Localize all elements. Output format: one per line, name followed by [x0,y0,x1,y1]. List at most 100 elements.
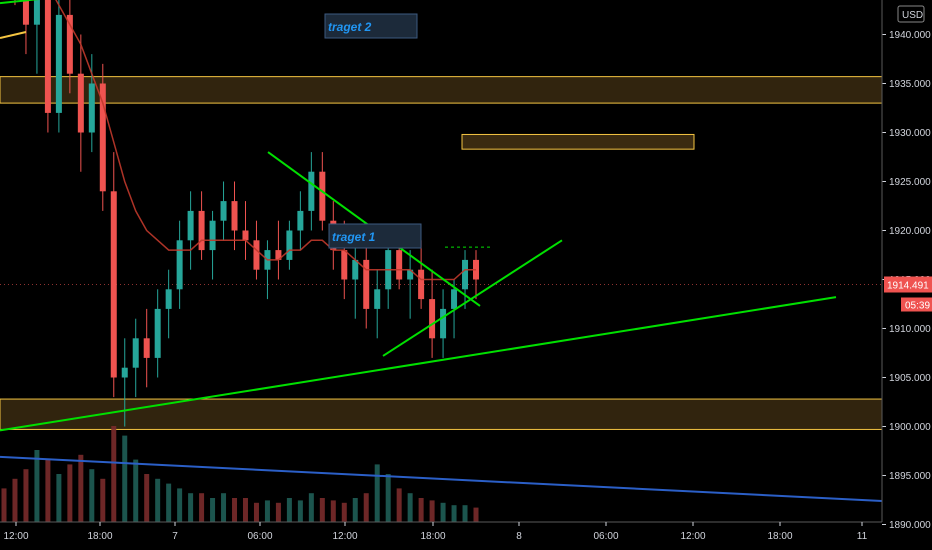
volume-bar [418,498,424,522]
candle-body [231,201,238,231]
candle-body [88,83,95,133]
candle-body [132,338,139,368]
countdown-tag [901,297,932,312]
candle-body [44,0,51,113]
candle-body [308,171,315,211]
volume-bar [122,435,128,522]
volume-bar [396,488,402,522]
candle-body [77,73,84,133]
candle-body [242,230,249,241]
volume-bar [462,505,468,522]
yellow-trendline [0,31,27,39]
supply-zone-1 [0,76,883,104]
volume-bar [133,459,139,522]
x-tick-label: 12:00 [3,531,28,542]
candle-body [319,171,326,221]
x-tick-label: 7 [172,531,178,542]
x-tick-label: 06:00 [247,531,272,542]
candle-body [176,240,183,290]
candle-body [297,210,304,231]
candle-body [209,220,216,251]
candle-body [110,191,117,378]
target-label-2: traget 1 [332,230,376,244]
volume-bar [199,493,205,522]
volume-bar [12,478,18,522]
volume-bar [308,493,314,522]
y-tick-label: 1910.000 [889,324,931,335]
volume-bar [297,500,303,522]
y-tick-label: 1925.000 [889,177,931,188]
volume-bar [352,498,358,522]
volume-bar [363,493,369,522]
candle-body [440,308,447,339]
candle-body [286,230,293,260]
candle-body [352,259,359,280]
trendline-4 [0,296,837,432]
volume-bar [100,478,106,522]
volume-bar [286,498,292,522]
candle-body [66,14,73,74]
volume-bar [144,474,150,522]
price-tag [884,276,932,293]
volume-bar [155,478,161,522]
volume-bar [166,483,172,522]
x-tick-label: 06:00 [593,531,618,542]
candle-body [418,269,425,300]
volume-bar [177,488,183,522]
x-tick-label: 18:00 [87,531,112,542]
price-tag-label: 1914.491 [887,280,929,291]
y-tick-label: 1920.000 [889,226,931,237]
volume-bar [221,493,227,522]
long-moving-average [0,455,883,502]
target-label-box-1 [324,13,418,39]
x-tick-label: 18:00 [420,531,445,542]
x-tick-label: 18:00 [767,531,792,542]
volume-bar [56,474,62,522]
candle-body [341,250,348,280]
volume-bar [23,469,29,522]
volume-bar [374,464,380,522]
volume-bar [210,498,216,522]
volume-bar [188,493,194,522]
candle-body [451,289,458,309]
moving-average [55,0,476,281]
y-tick-label: 1890.000 [889,520,931,531]
volume-bar [275,502,281,522]
volume-bar [45,459,51,522]
candle-body [22,0,29,25]
x-tick-label: 12:00 [680,531,705,542]
candle-body [99,83,106,192]
volume-bar [429,500,435,522]
target-label-box-2 [328,223,422,249]
volume-bar [242,498,248,522]
volume-bar [1,488,7,522]
trendline-3 [382,239,563,357]
candle-body [220,201,227,221]
volume-bar [232,498,238,522]
candle-body [363,259,370,309]
y-tick-label: 1905.000 [889,373,931,384]
candle-body [198,210,205,251]
y-tick-label: 1895.000 [889,471,931,482]
candle-body [187,210,194,241]
volume-bar [34,450,40,522]
candle-body [429,299,436,339]
volume-bar [440,502,446,522]
countdown-label: 05:39 [905,300,930,311]
y-tick-label: 1935.000 [889,79,931,90]
candle-body [407,269,414,280]
candle-body [143,338,150,358]
volume-bar [319,498,325,522]
volume-bar [407,493,413,522]
candle-body [374,289,381,309]
target-label-1: traget 2 [328,20,372,34]
volume-bar [78,454,84,522]
candle-body [154,308,161,358]
candle-body [462,259,469,290]
candle-body [396,250,403,280]
volume-bar [451,505,457,522]
candle-body [253,240,260,270]
volume-bar [385,474,391,522]
supply-zone-2 [0,398,883,430]
